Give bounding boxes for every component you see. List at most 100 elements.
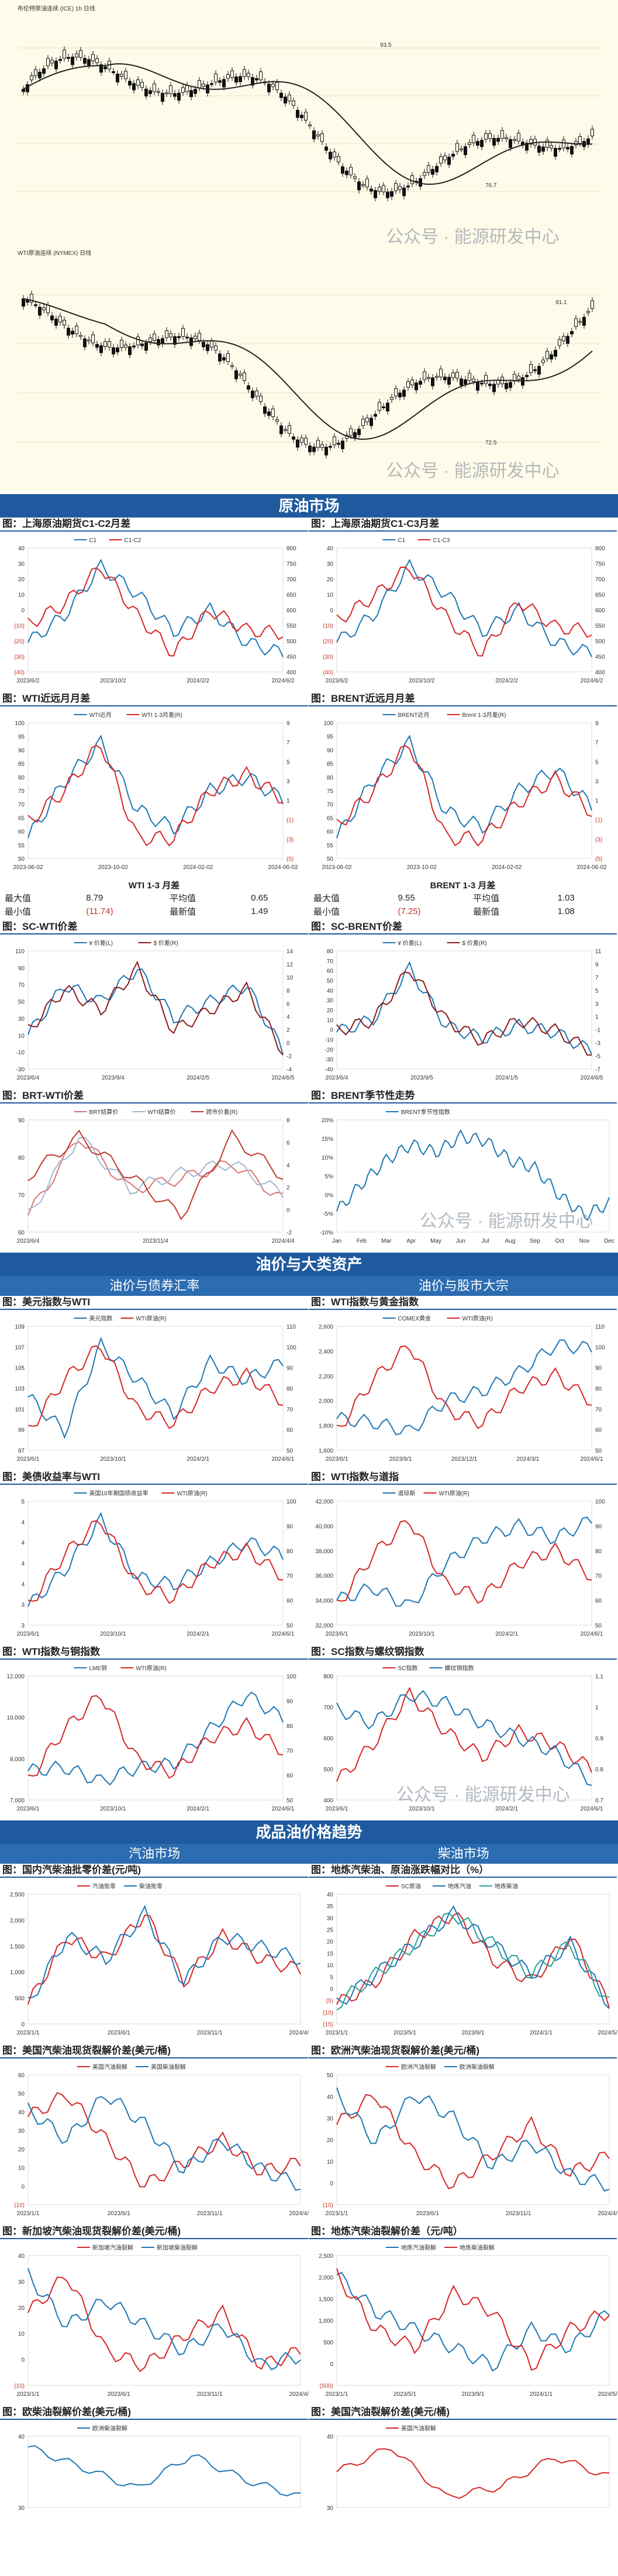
chart-title: 图：WTI指数与黄金指数	[309, 1296, 617, 1310]
series-line	[27, 1520, 284, 1604]
y-tick-label: 10	[327, 1963, 334, 1969]
sub-banner-left: 油价与债券汇率	[109, 1278, 200, 1293]
y-tick-label: 95	[327, 734, 334, 740]
y2-tick-label: 60	[595, 1427, 602, 1434]
plot-frame	[27, 1894, 301, 2025]
candle-body	[529, 364, 533, 373]
plot-frame	[27, 2074, 301, 2205]
stat-value: 1.08	[557, 906, 575, 916]
candle-body	[239, 76, 242, 82]
candle-body	[570, 331, 574, 334]
x-tick-label: 2023/6/1	[108, 2030, 130, 2036]
y2-tick-label: 7	[595, 740, 599, 746]
candle-body	[112, 71, 115, 73]
chart-panel: 图：SC指数与螺纹钢指数 800 700 600 500 400 1.1 1 0.9 0.8 0.7…	[309, 1646, 617, 1820]
candle-body	[435, 375, 439, 378]
series-line	[336, 1516, 592, 1607]
moving-average-line	[23, 298, 593, 440]
series-line	[27, 1129, 284, 1220]
y2-tick-label: -5	[595, 1054, 600, 1060]
candle-body	[419, 178, 422, 187]
candle-body	[558, 148, 561, 150]
candle-body	[132, 83, 136, 91]
y-tick-label: 50	[327, 978, 334, 985]
series-line	[336, 1129, 610, 1222]
y-tick-label: 10	[18, 1033, 25, 1039]
candle-body	[71, 330, 74, 334]
series-line	[27, 734, 284, 839]
legend-label: 美国10年期国债收益率	[89, 1489, 148, 1497]
x-tick-label: 2024/2/1	[187, 1631, 209, 1637]
legend-label: 美国汽油裂解	[401, 2425, 436, 2432]
y-tick-label: 90	[18, 1118, 25, 1124]
x-tick-label: 2023/1/1	[326, 2030, 348, 2036]
chart-title: 图：地炼汽柴油裂解价差（元/吨）	[309, 2225, 617, 2239]
x-tick-label: 2023/6/1	[17, 1806, 40, 1812]
stat-value: 1.03	[557, 893, 575, 903]
y-tick-label: 10	[18, 2331, 25, 2337]
candle-body	[251, 391, 254, 398]
y-tick-label: 400	[323, 1798, 333, 1804]
stat-value: 9.55	[398, 893, 415, 903]
y-tick-label: -40	[325, 1067, 334, 1073]
y2-tick-label: 9	[595, 720, 599, 727]
candle-body	[554, 350, 557, 357]
candle-label: 布伦特原油连续 (ICE) 1h 日线	[18, 5, 95, 12]
x-tick-label: 2024/6/2	[581, 678, 603, 684]
series-line	[336, 1520, 592, 1604]
candle-body	[537, 146, 541, 153]
y2-tick-label: 1.1	[595, 1674, 603, 1680]
plot-frame	[336, 1326, 592, 1451]
y-tick-label: 30	[18, 2505, 25, 2512]
legend-label: COMEX黄金	[398, 1315, 431, 1322]
section-banner-macro: 油价与大类资产	[0, 1253, 618, 1276]
y2-tick-label: 1	[595, 798, 599, 805]
y-tick-label: 75	[327, 788, 334, 795]
candle-label: WTI原油连续 (NYMEX) 日线	[18, 249, 91, 257]
x-tick-label: 2023/6/1	[108, 2391, 130, 2398]
candle-body	[578, 320, 582, 323]
y-tick-label: 100	[15, 720, 25, 727]
legend-label: 新加坡柴油裂解	[157, 2244, 198, 2251]
legend-label: $ 价差(R)	[153, 939, 178, 947]
y2-tick-label: 9	[595, 961, 599, 968]
y-tick-label: 0	[21, 2184, 25, 2190]
line-chart: 110 90 70 50 30 10 -10 -30 14 12 10 8 6 4 2 0 -2 -4 2023/6…	[15, 939, 295, 1081]
x-tick-label: Dec	[604, 1238, 614, 1244]
line-chart: 20% 15% 10% 5% 0% -5% -10% Jan Feb Mar Apr May Jun Ju…	[320, 1108, 614, 1244]
line-chart: 40 30 20 10 0 (10) (20) (30) (40) 800 750 700 650 600…	[323, 537, 605, 684]
candle-body	[99, 64, 103, 73]
chart-row: 图：欧柴油裂解价差(美元/桶) 40 30 欧洲柴油裂解 图：美国汽油裂解价差(美元/桶…	[0, 2406, 618, 2528]
x-tick-label: 2023/6/1	[416, 2211, 439, 2217]
y2-tick-label: 80	[595, 1549, 602, 1555]
x-tick-label: 2023/9/4	[102, 1075, 125, 1081]
chart-title: 图：欧柴油裂解价差(美元/桶)	[0, 2406, 308, 2420]
y-tick-label: 70	[18, 802, 25, 808]
chart-panel: 图：美国汽油裂解价差(美元/桶) 40 30 美国汽油裂解	[309, 2406, 617, 2528]
candle-body	[361, 419, 365, 426]
price-annotation: 93.5	[380, 42, 392, 49]
chart-row: 图：美债收益率与WTI 5 4 4 4 4 3 3 100 90 80 70 60 50 2023/6/1 2…	[0, 1471, 618, 1646]
candle-body	[185, 336, 189, 339]
legend-label: 柴油批零	[139, 1882, 163, 1890]
chart-panel: 图：地炼汽柴油、原油涨跌幅对比（%） 40 35 30 25 20 15 10 5 0 (5) (10…	[309, 1864, 618, 2044]
candle-body	[181, 327, 185, 337]
y-tick-label: 10	[327, 2159, 334, 2165]
y2-tick-label: 50	[595, 1623, 602, 1629]
candle-body	[374, 413, 377, 417]
legend-label: LME铜	[89, 1665, 107, 1672]
y2-tick-label: 600	[286, 608, 296, 614]
y2-tick-label: 70	[286, 1748, 294, 1754]
legend-label: 跨市价差(R)	[206, 1108, 237, 1116]
candle-body	[341, 440, 344, 449]
y-tick-label: 0	[21, 2357, 25, 2364]
candle-body	[500, 130, 504, 139]
chart-panel: 图：BRENT季节性走势 20% 15% 10% 5% 0% -5% -10% Jan Feb Ma…	[309, 1089, 617, 1253]
y2-tick-label: 0	[286, 1208, 290, 1214]
x-tick-label: 2023/5/1	[393, 2391, 416, 2398]
legend-label: Brent 1-3月差(R)	[462, 711, 506, 719]
candle-body	[210, 83, 213, 85]
y-tick-label: 95	[18, 734, 25, 740]
series-line	[27, 1914, 301, 2005]
legend-label: WTI 1-3月差(R)	[141, 711, 182, 719]
